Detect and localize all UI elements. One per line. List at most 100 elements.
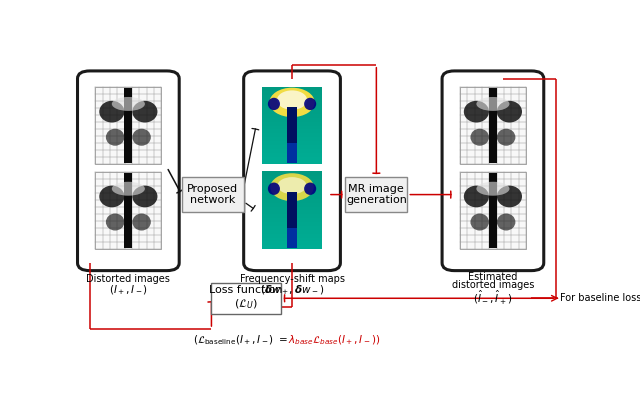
Ellipse shape	[270, 173, 314, 201]
Ellipse shape	[304, 98, 316, 110]
Ellipse shape	[268, 182, 280, 195]
FancyBboxPatch shape	[442, 71, 544, 271]
Text: $(I_+, I_-)$: $(I_+, I_-)$	[109, 283, 148, 296]
Ellipse shape	[464, 101, 489, 122]
Bar	[346, 177, 408, 212]
Bar	[262, 87, 323, 164]
Bar	[262, 118, 323, 122]
Bar	[262, 102, 323, 106]
Bar	[262, 148, 323, 153]
Ellipse shape	[112, 182, 145, 196]
FancyBboxPatch shape	[244, 71, 340, 271]
Ellipse shape	[268, 98, 280, 110]
Bar	[489, 89, 497, 163]
Ellipse shape	[106, 129, 124, 146]
Bar	[262, 110, 323, 114]
Bar	[262, 125, 323, 130]
Bar	[262, 172, 323, 176]
Bar	[211, 283, 281, 314]
Bar	[262, 175, 323, 180]
Bar	[95, 87, 161, 164]
Ellipse shape	[497, 101, 522, 122]
Ellipse shape	[132, 186, 157, 207]
Ellipse shape	[304, 182, 316, 195]
FancyBboxPatch shape	[77, 71, 179, 271]
Text: $(\mathcal{L}_\mathrm{baseline}(I_+, I_-)\ =\ $: $(\mathcal{L}_\mathrm{baseline}(I_+, I_-…	[193, 334, 288, 348]
Bar	[262, 106, 323, 110]
Text: Distorted images: Distorted images	[86, 274, 170, 284]
Bar	[262, 225, 323, 230]
Bar	[262, 218, 323, 222]
Ellipse shape	[476, 97, 509, 111]
Text: Frequency-shift maps: Frequency-shift maps	[239, 274, 344, 284]
Bar	[262, 137, 323, 141]
Ellipse shape	[277, 91, 307, 110]
Bar	[262, 210, 323, 214]
Bar	[124, 173, 132, 247]
Ellipse shape	[112, 97, 145, 111]
Bar	[262, 94, 323, 99]
Bar	[262, 222, 323, 226]
Bar	[460, 172, 526, 249]
Bar	[262, 121, 323, 126]
Bar	[262, 202, 323, 207]
Ellipse shape	[497, 186, 522, 207]
Bar	[262, 145, 323, 149]
Ellipse shape	[132, 129, 151, 146]
Text: $(\boldsymbol{\delta w_+, \delta w_-})$: $(\boldsymbol{\delta w_+, \delta w_-})$	[260, 283, 324, 296]
Bar	[262, 187, 323, 191]
Ellipse shape	[497, 213, 515, 231]
Bar	[262, 237, 323, 241]
Bar	[460, 87, 526, 164]
Text: Proposed
network: Proposed network	[187, 184, 238, 205]
Bar	[262, 156, 323, 160]
Text: $\lambda_{base}\mathcal{L}_{base}(I_+, I_-))$: $\lambda_{base}\mathcal{L}_{base}(I_+, I…	[288, 334, 381, 348]
Bar	[287, 192, 298, 247]
Bar	[287, 107, 298, 163]
Ellipse shape	[470, 213, 489, 231]
Bar	[262, 183, 323, 187]
Ellipse shape	[99, 101, 124, 122]
Ellipse shape	[132, 213, 151, 231]
Ellipse shape	[106, 213, 124, 231]
Bar	[262, 133, 323, 137]
Bar	[262, 114, 323, 118]
Ellipse shape	[497, 129, 515, 146]
Ellipse shape	[476, 182, 509, 196]
Bar	[262, 152, 323, 156]
Bar	[262, 141, 323, 145]
Bar	[262, 229, 323, 234]
Ellipse shape	[470, 129, 489, 146]
Bar	[262, 172, 323, 249]
Text: Estimated: Estimated	[468, 272, 518, 282]
Bar	[124, 89, 132, 163]
Ellipse shape	[132, 101, 157, 122]
Bar	[262, 91, 323, 95]
Bar	[262, 191, 323, 195]
Bar	[262, 195, 323, 199]
Bar	[182, 177, 244, 212]
Bar	[262, 241, 323, 245]
Ellipse shape	[269, 88, 315, 117]
Bar	[262, 233, 323, 237]
Text: MR image
generation: MR image generation	[346, 184, 407, 205]
Bar	[262, 87, 323, 91]
Text: $(\hat{I}_-, \hat{I}_+)$: $(\hat{I}_-, \hat{I}_+)$	[474, 288, 513, 306]
Bar	[262, 160, 323, 164]
Bar	[489, 173, 497, 247]
Text: Loss function
$(\mathcal{L}_U)$: Loss function $(\mathcal{L}_U)$	[209, 286, 283, 311]
Text: distorted images: distorted images	[452, 280, 534, 290]
Bar	[262, 129, 323, 133]
Bar	[262, 214, 323, 218]
Bar	[262, 245, 323, 249]
Ellipse shape	[278, 177, 307, 194]
Bar	[262, 179, 323, 183]
Bar	[287, 143, 298, 163]
Bar	[287, 228, 298, 247]
Ellipse shape	[99, 186, 124, 207]
Bar	[95, 172, 161, 249]
Ellipse shape	[464, 186, 489, 207]
Text: For baseline loss: For baseline loss	[560, 293, 640, 303]
Bar	[262, 206, 323, 210]
Bar	[262, 98, 323, 103]
